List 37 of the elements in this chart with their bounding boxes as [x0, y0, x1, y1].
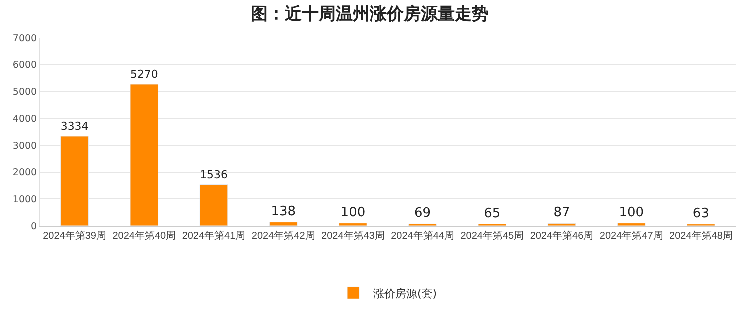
- y-tick-label: 5000: [12, 87, 38, 98]
- data-label: 1536: [200, 168, 228, 182]
- x-tick-label: 2024年第40周: [112, 230, 176, 242]
- data-label: 5270: [130, 68, 158, 82]
- y-tick-label: 0: [31, 221, 38, 232]
- data-label: 100: [340, 205, 366, 220]
- data-label: 87: [554, 206, 570, 221]
- x-tick-label: 2024年第43周: [322, 230, 385, 242]
- data-label: 100: [619, 205, 644, 220]
- data-label: 65: [484, 206, 501, 222]
- data-label: 63: [692, 206, 710, 222]
- x-tick-label: 2024年第47周: [600, 230, 664, 242]
- legend-label: 涨价房源(套): [374, 287, 438, 300]
- y-tick-label: 6000: [12, 60, 38, 72]
- bar: [130, 84, 159, 226]
- bar: [548, 223, 576, 226]
- bar: [617, 223, 646, 226]
- bar: [269, 222, 298, 226]
- y-tick-label: 2000: [12, 168, 38, 179]
- bar: [339, 223, 368, 226]
- x-tick-label: 2024年第39周: [43, 230, 106, 242]
- x-tick-label: 2024年第48周: [670, 230, 733, 242]
- y-tick-label: 4000: [12, 114, 38, 125]
- y-tick-label: 7000: [12, 33, 38, 44]
- y-tick-label: 3000: [12, 140, 38, 152]
- data-label: 3334: [60, 120, 89, 134]
- data-label: 138: [271, 204, 296, 220]
- bar: [60, 136, 89, 226]
- x-tick-label: 2024年第46周: [530, 230, 594, 242]
- x-tick-label: 2024年第42周: [252, 230, 316, 242]
- y-tick-label: 1000: [12, 194, 38, 206]
- x-tick-label: 2024年第41周: [182, 230, 246, 242]
- data-label: 69: [414, 206, 432, 222]
- x-tick-label: 2024年第45周: [460, 230, 524, 242]
- x-tick-label: 2024年第44周: [391, 230, 454, 242]
- bar: [200, 184, 228, 226]
- chart-title: 图：近十周温州涨价房源量走势: [251, 4, 489, 25]
